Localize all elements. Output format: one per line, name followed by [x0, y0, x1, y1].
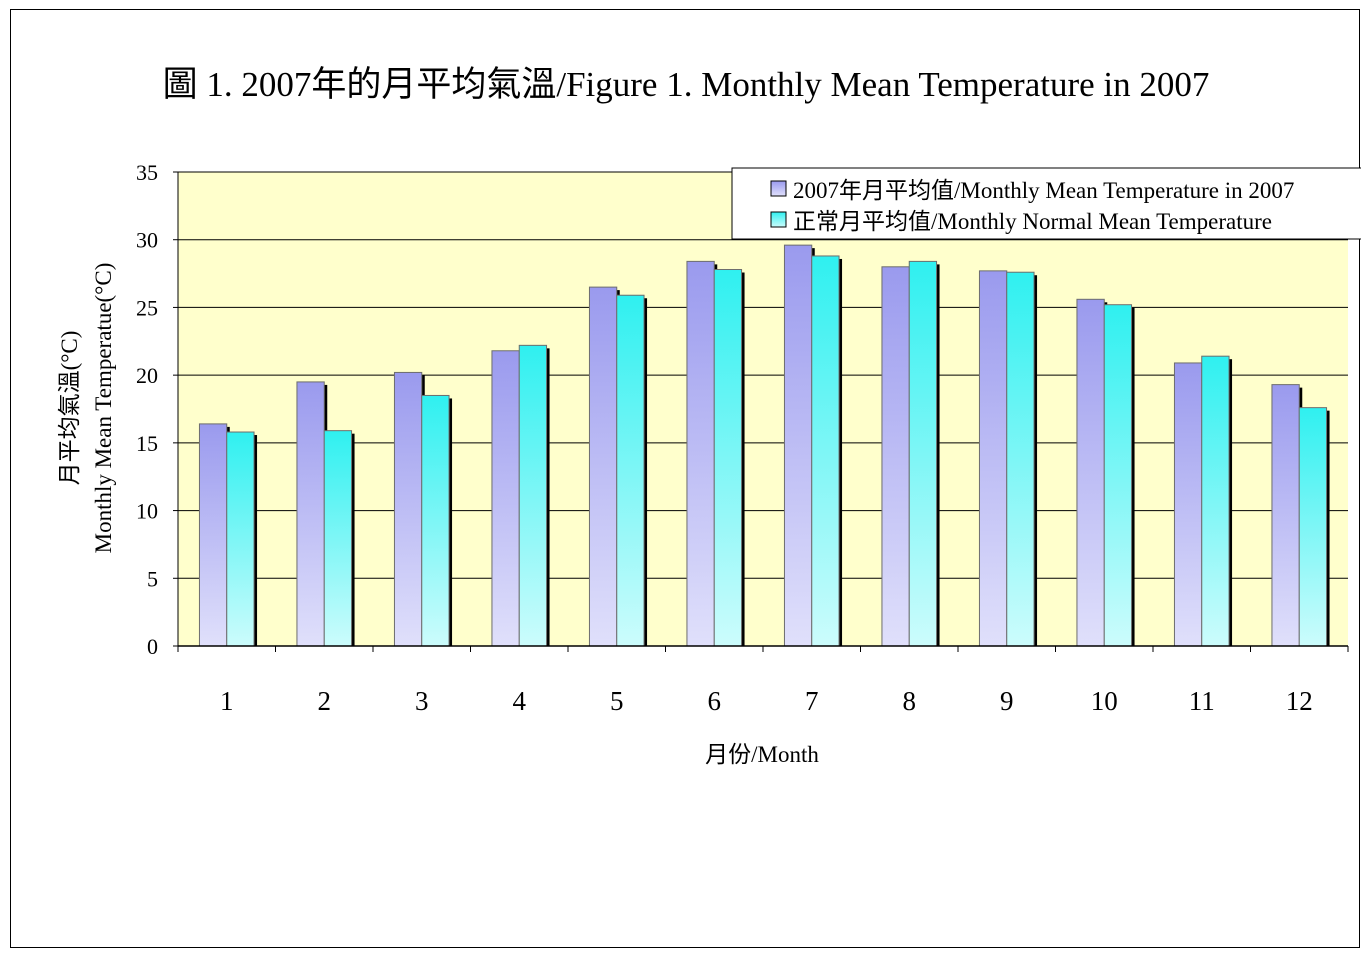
- y-tick-label: 35: [136, 160, 158, 185]
- bar-normal: [908, 260, 938, 647]
- x-tick-label: 4: [513, 686, 527, 716]
- bar-normal: [1298, 407, 1328, 647]
- y-tick-label: 20: [136, 363, 158, 388]
- bar-normal-shadow: [741, 272, 745, 646]
- legend-swatch-2007: [770, 180, 787, 197]
- bar-normal: [1006, 271, 1035, 647]
- bar-2007: [198, 423, 228, 647]
- y-tick-label: 10: [136, 499, 158, 524]
- bar-2007: [1173, 362, 1203, 647]
- bar-normal-shadow: [936, 264, 940, 646]
- bar-2007: [1076, 298, 1105, 647]
- plot-area: [178, 172, 1348, 646]
- bar-normal: [323, 430, 353, 647]
- bar-normal-shadow: [254, 435, 258, 646]
- x-tick-label: 5: [610, 686, 624, 716]
- bar-normal: [1103, 304, 1133, 647]
- bar-normal: [518, 344, 548, 647]
- x-axis-title: 月份/Month: [705, 742, 819, 767]
- y-tick-label: 15: [136, 431, 158, 456]
- x-tick-label: 7: [805, 686, 819, 716]
- bar-normal: [713, 269, 743, 647]
- bar-normal-shadow: [449, 398, 453, 646]
- bar-normal: [421, 394, 450, 647]
- bar-normal: [226, 431, 255, 647]
- y-tick-label: 0: [147, 634, 158, 659]
- bar-2007: [978, 270, 1008, 647]
- bar-2007: [296, 381, 325, 647]
- chart-frame: 圖 1. 2007年的月平均氣溫/Figure 1. Monthly Mean …: [10, 9, 1361, 948]
- x-tick-label: 1: [220, 686, 234, 716]
- y-tick-label: 5: [147, 566, 158, 591]
- x-tick-label: 2: [318, 686, 332, 716]
- bar-normal-shadow: [644, 298, 648, 646]
- legend: 2007年月平均值/Monthly Mean Temperature in 20…: [731, 167, 1361, 240]
- bar-2007: [881, 266, 910, 647]
- bar-normal-shadow: [546, 348, 550, 646]
- bar-2007: [686, 260, 715, 647]
- bar-normal-shadow: [351, 433, 355, 646]
- bar-normal-shadow: [839, 258, 843, 646]
- bar-2007: [491, 350, 520, 647]
- x-tick-label: 10: [1091, 686, 1118, 716]
- bar-2007: [783, 244, 813, 647]
- bar-2007: [1271, 384, 1300, 647]
- bar-2007: [393, 371, 423, 647]
- bar-normal-shadow: [1229, 359, 1233, 646]
- bar-normal-shadow: [1326, 410, 1330, 646]
- x-tick-label: 11: [1189, 686, 1215, 716]
- bar-normal-shadow: [1131, 307, 1135, 646]
- bar-normal: [616, 294, 645, 647]
- y-axis-title-line2: Monthly Mean Temperatue(°C): [91, 263, 116, 554]
- legend-label-normal: 正常月平均值/Monthly Normal Mean Temperature: [793, 209, 1272, 234]
- x-tick-label: 12: [1286, 686, 1313, 716]
- x-tick-label: 3: [415, 686, 429, 716]
- legend-swatch-normal: [770, 211, 787, 228]
- bar-normal: [811, 255, 840, 647]
- legend-label-2007: 2007年月平均值/Monthly Mean Temperature in 20…: [793, 178, 1294, 203]
- x-tick-label: 8: [903, 686, 917, 716]
- x-tick-label: 6: [708, 686, 722, 716]
- y-tick-label: 30: [136, 228, 158, 253]
- y-axis-title-line1: 月平均氣溫(°C): [57, 331, 82, 486]
- bar-2007: [588, 286, 618, 647]
- bar-normal-shadow: [1034, 275, 1038, 646]
- y-tick-label: 25: [136, 295, 158, 320]
- chart-title: 圖 1. 2007年的月平均氣溫/Figure 1. Monthly Mean …: [162, 65, 1210, 104]
- x-tick-label: 9: [1000, 686, 1014, 716]
- bar-normal: [1201, 355, 1230, 647]
